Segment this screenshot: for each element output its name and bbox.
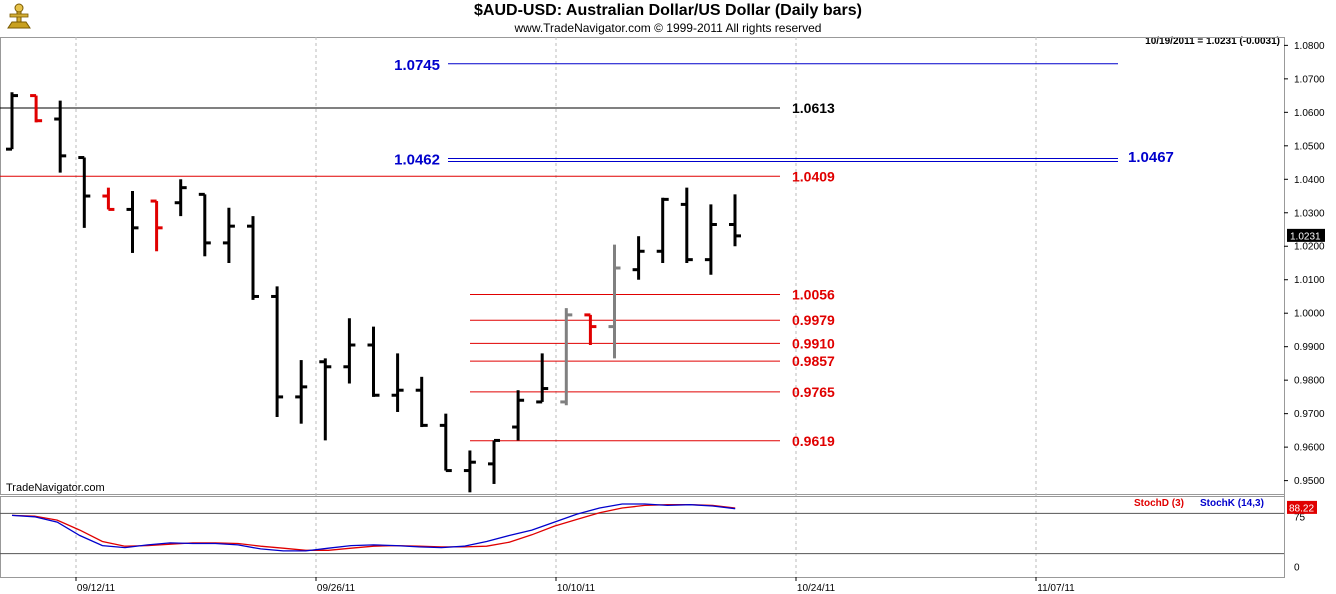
tradenavigator-logo-icon: [4, 2, 34, 32]
stochastic-panel-frame: [0, 496, 1285, 578]
y-tick-label: 1.0300: [1294, 208, 1325, 219]
level-label-left: 1.0462: [394, 152, 440, 169]
y-tick-label: 1.0000: [1294, 309, 1325, 320]
y-tick-label: 0.9500: [1294, 476, 1325, 487]
y-tick-label: 1.0600: [1294, 108, 1325, 119]
x-tick-label: 10/10/11: [557, 583, 596, 594]
y-tick-label: 0.9600: [1294, 443, 1325, 454]
y-tick-label: 1.0200: [1294, 242, 1325, 253]
stoch-last-value-box: [1287, 500, 1317, 514]
chart-subtitle: www.TradeNavigator.com © 1999-2011 All r…: [514, 21, 822, 35]
y-tick-label: 1.0100: [1294, 275, 1325, 286]
y-tick-label: 1.0400: [1294, 175, 1325, 186]
level-label-left: 1.0745: [394, 57, 440, 74]
level-label: 0.9910: [792, 335, 835, 351]
level-label-right: 1.0467: [1128, 149, 1174, 166]
level-label: 1.0409: [792, 168, 835, 184]
y-tick-label: 0.9800: [1294, 376, 1325, 387]
x-tick-label: 09/12/11: [77, 583, 116, 594]
last-price-box: [1287, 228, 1325, 242]
level-label: 0.9857: [792, 353, 835, 369]
legend-stoch-k: StochK (14,3): [1200, 498, 1264, 509]
level-label: 0.9765: [792, 384, 835, 400]
price-panel-frame: [0, 37, 1285, 495]
y-tick-label: 0.9700: [1294, 409, 1325, 420]
chart-title: $AUD-USD: Australian Dollar/US Dollar (D…: [474, 2, 862, 19]
x-tick-label: 11/07/11: [1037, 583, 1075, 594]
y-tick-label: 1.0500: [1294, 141, 1325, 152]
level-label: 1.0613: [792, 100, 835, 116]
stoch-d-line: [11, 504, 736, 551]
watermark: TradeNavigator.com: [6, 482, 105, 494]
level-label: 1.0056: [792, 286, 835, 302]
x-tick-label: 10/24/11: [797, 583, 836, 594]
level-label: 0.9979: [792, 312, 835, 328]
last-quote: 10/19/2011 = 1.0231 (-0.0031): [1145, 36, 1280, 47]
y-tick-label: 1.0700: [1294, 74, 1325, 85]
y-tick-label: 0.9900: [1294, 342, 1325, 353]
last-price-label: 1.0231: [1290, 231, 1321, 242]
legend-stoch-d: StochD (3): [1134, 498, 1184, 509]
level-label: 0.9619: [792, 433, 835, 449]
stoch-last-value-label: 88.22: [1289, 503, 1314, 514]
stoch-y-tick-label: 75: [1294, 512, 1306, 523]
y-tick-label: 1.0800: [1294, 41, 1325, 52]
x-tick-label: 09/26/11: [317, 583, 356, 594]
stoch-k-line: [11, 503, 736, 552]
stoch-y-tick-label: 0: [1294, 563, 1300, 574]
